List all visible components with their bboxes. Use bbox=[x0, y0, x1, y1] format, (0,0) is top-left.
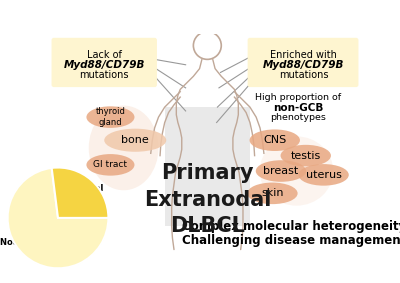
Text: breast: breast bbox=[263, 166, 298, 176]
Text: Lack of: Lack of bbox=[87, 50, 122, 60]
Text: Primary
Extranodal
DLBCL: Primary Extranodal DLBCL bbox=[144, 163, 271, 236]
Text: CNS: CNS bbox=[263, 135, 286, 145]
Ellipse shape bbox=[250, 129, 300, 151]
Text: Challenging disease management: Challenging disease management bbox=[182, 234, 400, 247]
Text: testis: testis bbox=[291, 151, 321, 161]
Text: phenotypes: phenotypes bbox=[270, 113, 326, 122]
Ellipse shape bbox=[256, 160, 306, 182]
Ellipse shape bbox=[260, 136, 333, 206]
Text: mutations: mutations bbox=[80, 70, 129, 80]
Text: skin: skin bbox=[261, 188, 284, 198]
Text: bone: bone bbox=[121, 135, 149, 145]
Text: High proportion of: High proportion of bbox=[255, 93, 341, 102]
Ellipse shape bbox=[247, 183, 298, 204]
Text: non-GCB: non-GCB bbox=[273, 103, 323, 113]
Ellipse shape bbox=[86, 106, 134, 128]
Text: thyroid
gland: thyroid gland bbox=[96, 108, 125, 127]
Ellipse shape bbox=[86, 154, 134, 176]
Text: mutations: mutations bbox=[279, 70, 328, 80]
Text: GI tract: GI tract bbox=[94, 160, 128, 169]
Text: Extranodal
DLBCL: Extranodal DLBCL bbox=[52, 184, 104, 203]
FancyBboxPatch shape bbox=[248, 38, 358, 87]
FancyBboxPatch shape bbox=[165, 107, 250, 226]
Text: Enriched with: Enriched with bbox=[270, 50, 337, 60]
Ellipse shape bbox=[280, 145, 331, 166]
FancyBboxPatch shape bbox=[52, 38, 157, 87]
Text: Myd88/CD79B: Myd88/CD79B bbox=[263, 60, 344, 70]
Text: Nodal DLBCL: Nodal DLBCL bbox=[0, 238, 60, 247]
Text: Complex molecular heterogeneity: Complex molecular heterogeneity bbox=[182, 220, 400, 233]
Wedge shape bbox=[52, 168, 108, 218]
Ellipse shape bbox=[104, 129, 166, 152]
Ellipse shape bbox=[298, 164, 349, 186]
Ellipse shape bbox=[89, 106, 158, 190]
Wedge shape bbox=[8, 168, 108, 268]
Text: uterus: uterus bbox=[306, 170, 342, 180]
Text: Myd88/CD79B: Myd88/CD79B bbox=[64, 60, 145, 70]
